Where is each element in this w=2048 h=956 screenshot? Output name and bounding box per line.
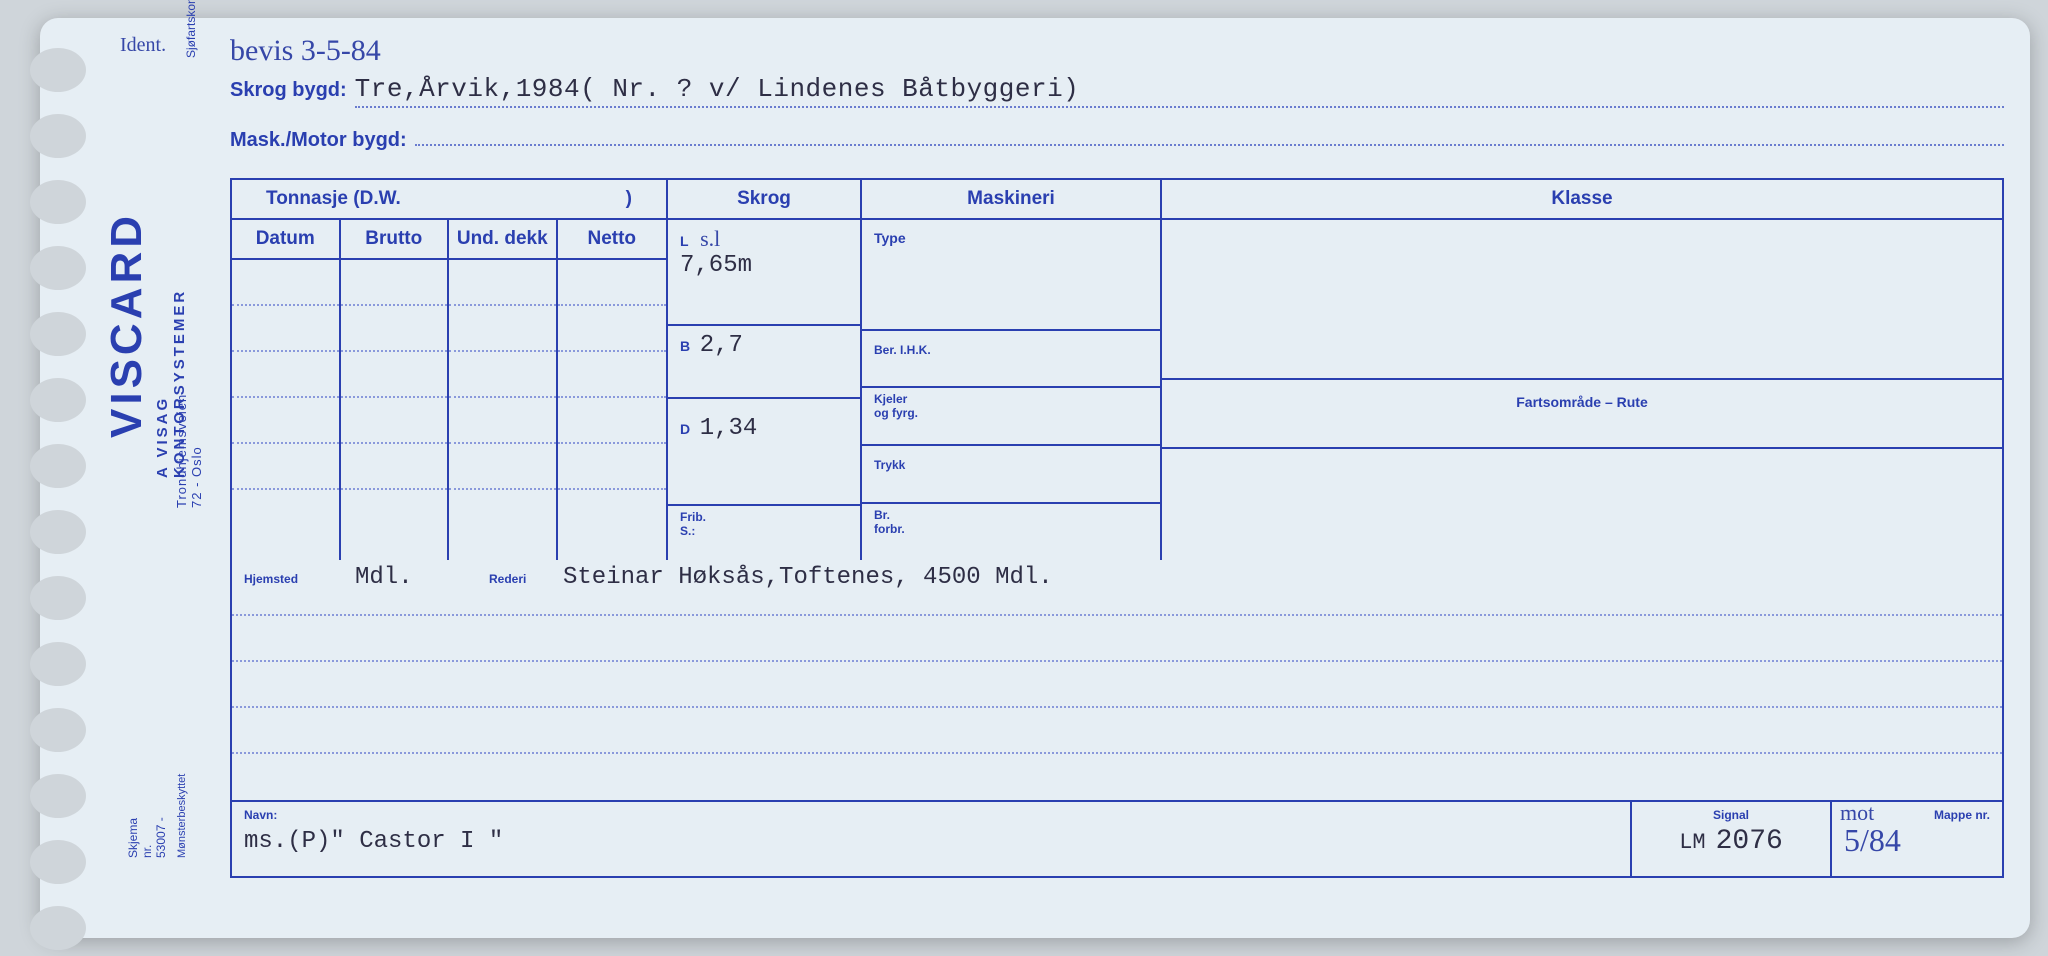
datum-header: Datum	[232, 220, 341, 258]
bevis-handwritten: bevis 3-5-84	[230, 34, 381, 68]
mappe-value: 5/84	[1844, 822, 1990, 859]
signal-value: 2076	[1716, 826, 1783, 857]
mask-motor-label: Mask./Motor bygd:	[230, 129, 407, 152]
rederi-label: Rederi	[489, 572, 526, 586]
s-label: S.:	[680, 524, 848, 538]
l-hand: s.l	[700, 226, 720, 251]
navn-label: Navn:	[244, 808, 1618, 822]
og-fyrg-label: og fyrg.	[874, 406, 1148, 420]
l-label: L	[680, 233, 689, 249]
mask-motor-value	[415, 124, 2004, 146]
br-label: Br.	[874, 508, 1148, 522]
signal-label: Signal	[1713, 808, 1749, 822]
fartsomrade-label: Fartsområde – Rute	[1516, 394, 1647, 410]
tonnasje-header: Tonnasje (D.W.	[266, 188, 401, 210]
form-area: Ident. bevis 3-5-84 Skrog bygd: Tre,Årvi…	[230, 38, 2004, 918]
klasse-header: Klasse	[1162, 180, 2002, 220]
brand-side1: Skjema nr. 53007 -	[126, 814, 168, 858]
l-value: 7,65m	[680, 252, 848, 279]
brand-top-text: Sjøfartskontoret	[184, 0, 198, 58]
kjeler-label: Kjeler	[874, 392, 1148, 406]
main-table: Tonnasje (D.W. ) Skrog Maskineri Klasse …	[230, 178, 2004, 878]
skrog-header: Skrog	[668, 180, 862, 220]
mappe-hand-top: mot	[1840, 800, 1874, 826]
b-value: 2,7	[700, 332, 743, 359]
tonnasje-close: )	[626, 188, 632, 210]
hjemsted-label: Hjemsted	[244, 572, 298, 586]
ber-label: Ber. I.H.K.	[874, 343, 931, 357]
brand-address: Trondhjemsveien 72 - Oslo	[174, 394, 204, 508]
frib-label: Frib.	[680, 510, 848, 524]
d-label: D	[680, 421, 690, 437]
maskineri-header: Maskineri	[862, 180, 1162, 220]
signal-prefix: LM	[1679, 830, 1705, 855]
mappe-label: Mappe nr.	[1934, 808, 1990, 822]
type-label: Type	[874, 230, 906, 246]
hjemsted-value: Mdl.	[355, 564, 413, 591]
netto-header: Netto	[558, 220, 667, 258]
index-card: Sjøfartskontoret VISCARD A VISAG KONTORS…	[40, 18, 2030, 938]
punch-holes	[30, 48, 86, 950]
ident-handwritten: Ident.	[120, 34, 166, 57]
brand-side2: Mønsterbeskyttet	[176, 774, 188, 858]
b-label: B	[680, 338, 690, 354]
brand-strip: Sjøfartskontoret VISCARD A VISAG KONTORS…	[144, 98, 212, 918]
d-value: 1,34	[700, 415, 758, 442]
und-dekk-header: Und. dekk	[449, 220, 558, 258]
rederi-value: Steinar Høksås,Toftenes, 4500 Mdl.	[563, 564, 1053, 591]
brutto-header: Brutto	[341, 220, 450, 258]
skrog-bygd-label: Skrog bygd:	[230, 79, 347, 102]
forbr-label: forbr.	[874, 522, 1148, 536]
brand-name: VISCARD	[102, 212, 152, 438]
navn-value: ms.(P)" Castor I "	[244, 828, 1618, 855]
skrog-bygd-value: Tre,Årvik,1984( Nr. ? v/ Lindenes Båtbyg…	[355, 74, 2004, 108]
trykk-label: Trykk	[874, 458, 905, 472]
